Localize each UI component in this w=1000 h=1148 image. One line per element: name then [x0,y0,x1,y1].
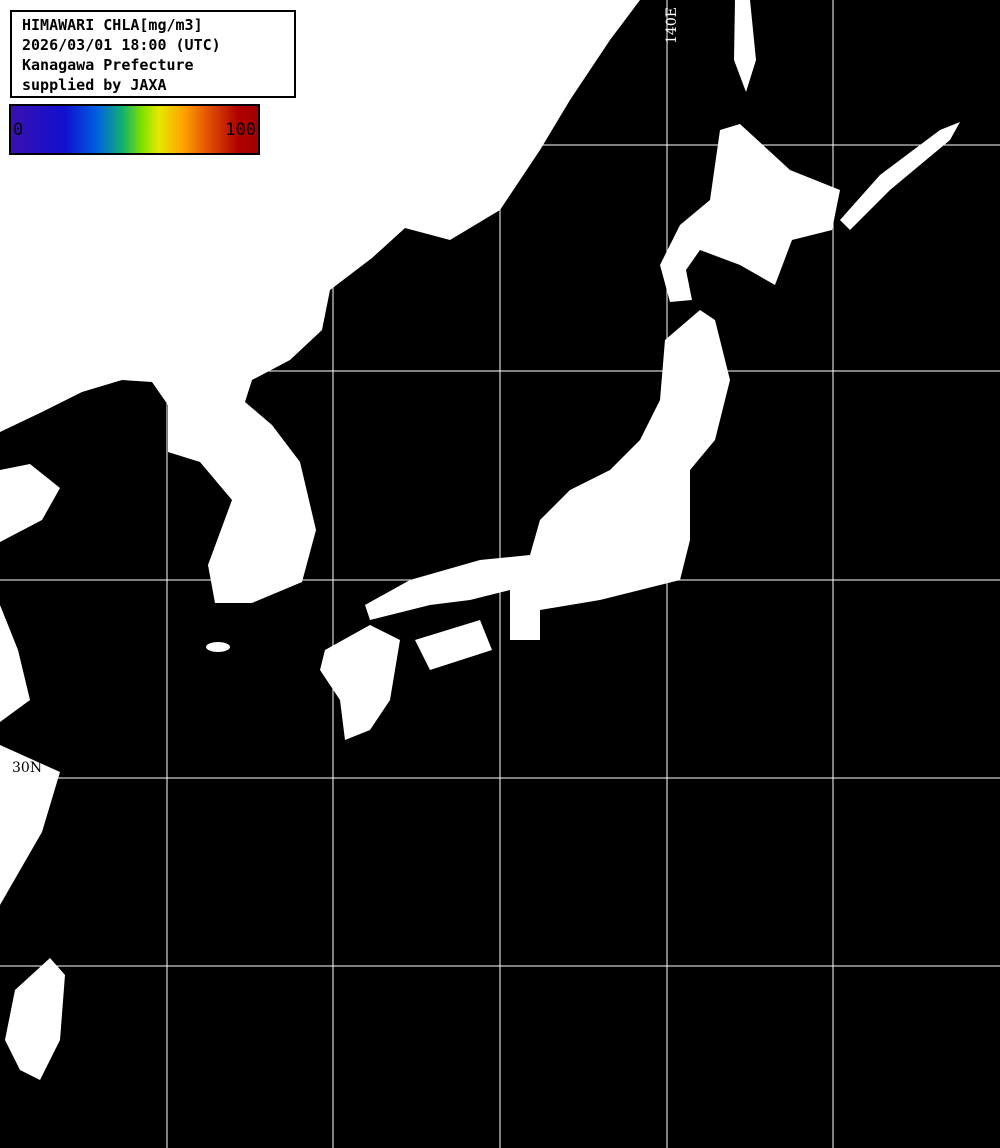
lon-label-140e: 140E [664,7,680,44]
colorbar-max: 100 [225,120,256,140]
datetime: 2026/03/01 18:00 (UTC) [22,36,221,54]
jeju-island [206,642,230,652]
china-coast-lower [0,745,60,905]
china-coast-north [0,464,60,542]
hokkaido [660,124,840,302]
lat-label-30n: 30N [12,760,43,776]
taiwan [5,958,65,1080]
info-box: HIMAWARI CHLA[mg/m3] 2026/03/01 18:00 (U… [10,10,296,98]
colorbar-min: 0 [13,120,24,140]
colorbar: 0 100 [9,104,260,155]
china-coast-south [0,605,30,722]
kyushu [320,625,400,740]
sakhalin [734,0,756,92]
honshu [365,310,730,640]
shikoku [415,620,492,670]
region: Kanagawa Prefecture [22,56,194,74]
lat-label-40n: 40N [12,352,43,368]
land [0,0,960,1080]
credit: supplied by JAXA [22,76,167,94]
product-title: HIMAWARI CHLA[mg/m3] [22,16,203,34]
kuril-islands [840,122,960,230]
